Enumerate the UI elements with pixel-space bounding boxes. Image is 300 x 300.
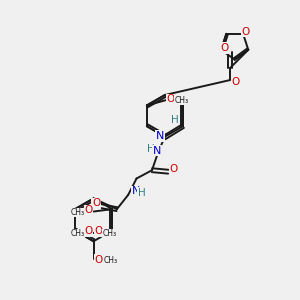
Text: O: O (167, 94, 175, 104)
Text: H: H (148, 144, 155, 154)
Text: O: O (85, 205, 93, 215)
Text: O: O (92, 198, 100, 208)
Text: N: N (156, 131, 164, 141)
Text: N: N (153, 146, 161, 156)
Text: CH₃: CH₃ (103, 229, 117, 238)
Text: O: O (85, 226, 93, 236)
Text: CH₃: CH₃ (70, 229, 84, 238)
Text: H: H (138, 188, 146, 197)
Text: O: O (94, 255, 103, 265)
Text: H: H (171, 115, 178, 125)
Text: N: N (131, 186, 140, 196)
Text: O: O (241, 27, 249, 37)
Text: CH₃: CH₃ (70, 208, 84, 217)
Text: O: O (169, 164, 178, 174)
Text: O: O (220, 43, 229, 53)
Text: O: O (231, 76, 239, 87)
Text: O: O (94, 226, 103, 236)
Text: CH₃: CH₃ (175, 96, 189, 105)
Text: CH₃: CH₃ (103, 256, 118, 266)
